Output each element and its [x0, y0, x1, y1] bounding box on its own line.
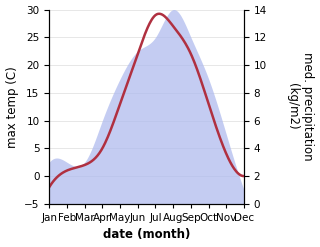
X-axis label: date (month): date (month) [103, 228, 190, 242]
Y-axis label: med. precipitation
(kg/m2): med. precipitation (kg/m2) [286, 52, 315, 161]
Y-axis label: max temp (C): max temp (C) [5, 66, 19, 148]
